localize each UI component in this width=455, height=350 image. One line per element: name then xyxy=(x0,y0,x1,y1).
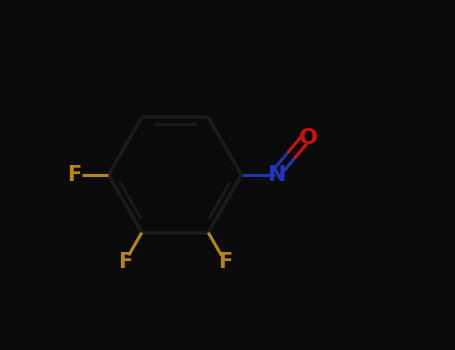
Text: O: O xyxy=(299,128,318,148)
Text: N: N xyxy=(268,165,287,185)
Text: F: F xyxy=(118,252,132,272)
Text: F: F xyxy=(67,165,82,185)
Text: F: F xyxy=(218,252,232,272)
